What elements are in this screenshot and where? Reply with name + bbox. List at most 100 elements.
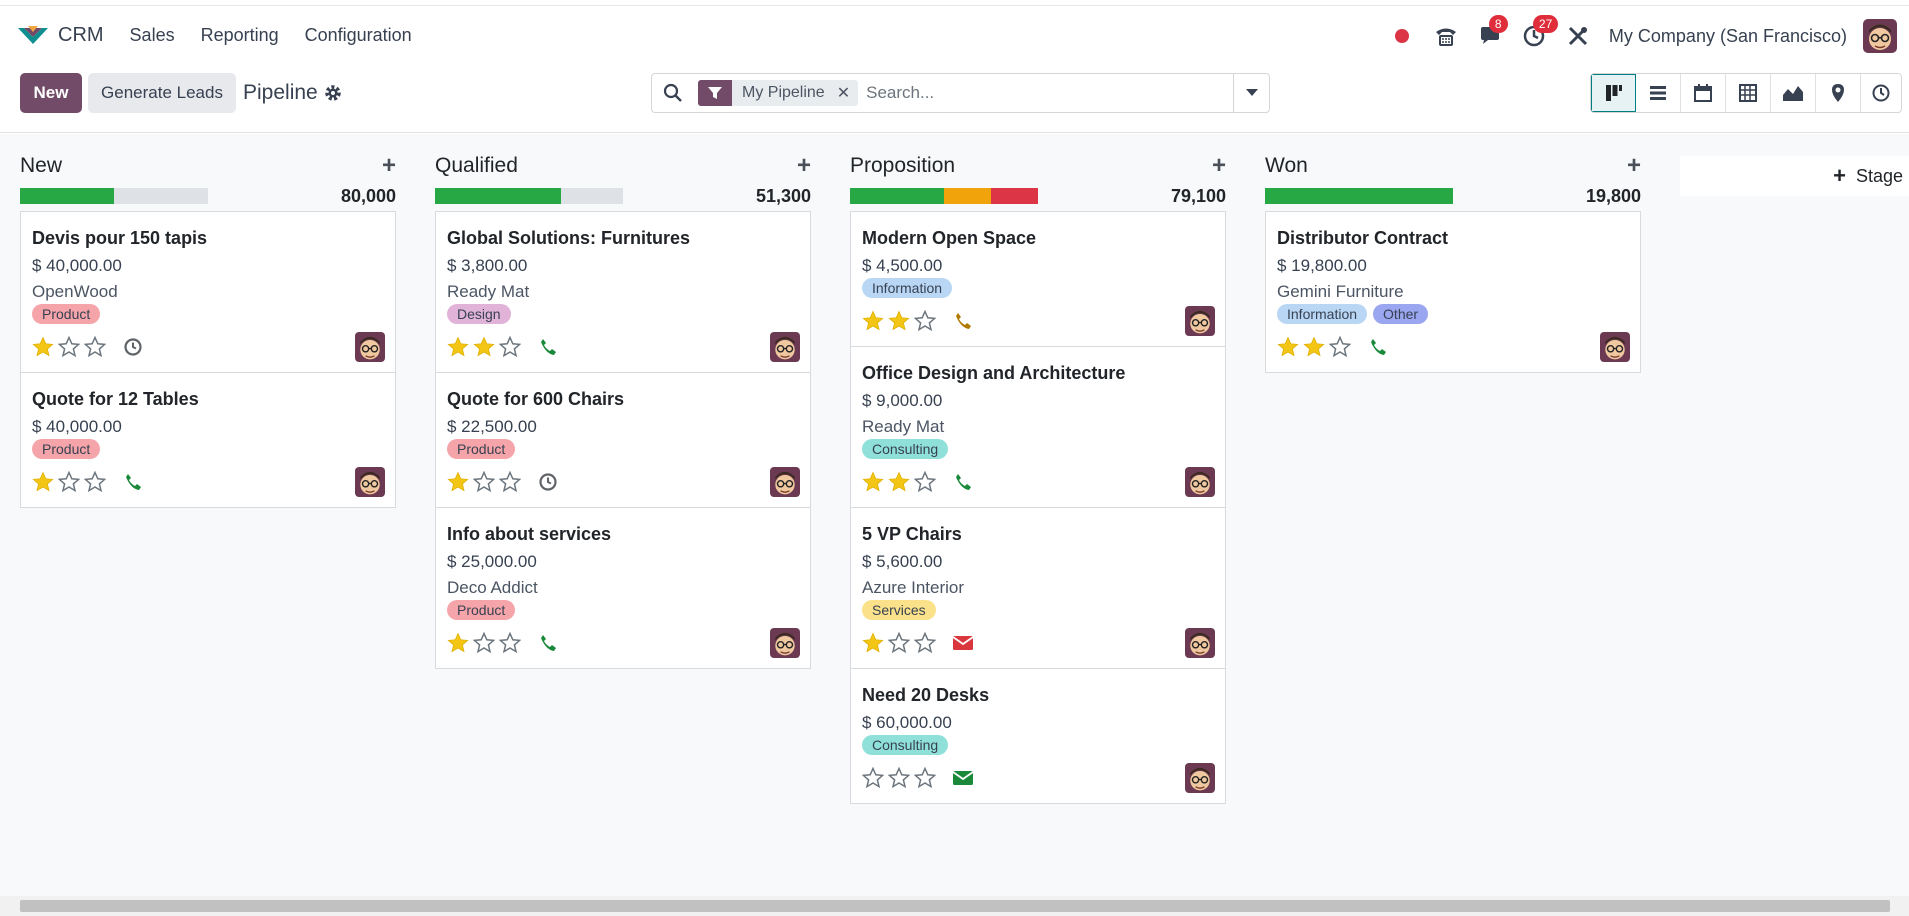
- salesperson-avatar[interactable]: [1600, 332, 1630, 362]
- phone-icon[interactable]: [122, 471, 144, 493]
- salesperson-avatar[interactable]: [355, 467, 385, 497]
- kanban-view-button[interactable]: [1591, 74, 1636, 112]
- graph-view-button[interactable]: [1771, 74, 1816, 112]
- lead-card[interactable]: Distributor Contract $ 19,800.00 Gemini Fu…: [1265, 211, 1641, 373]
- lead-card[interactable]: 5 VP Chairs $ 5,600.00 Azure Interior Servi…: [850, 507, 1226, 669]
- messages-icon[interactable]: 8: [1477, 15, 1508, 49]
- phone-icon[interactable]: [952, 471, 974, 493]
- priority-star-icon[interactable]: [914, 767, 936, 789]
- progress-segment[interactable]: [944, 188, 991, 204]
- lead-card[interactable]: Info about services $ 25,000.00 Deco Addic…: [435, 507, 811, 669]
- user-avatar[interactable]: [1863, 19, 1897, 53]
- salesperson-avatar[interactable]: [1185, 306, 1215, 336]
- list-view-button[interactable]: [1636, 74, 1681, 112]
- calendar-view-button[interactable]: [1681, 74, 1726, 112]
- column-title[interactable]: Proposition: [850, 154, 956, 177]
- clock-icon[interactable]: [537, 471, 559, 493]
- priority-star-icon[interactable]: [447, 471, 469, 493]
- lead-card[interactable]: Devis pour 150 tapis $ 40,000.00 OpenWood P…: [20, 211, 396, 373]
- phone-dialer-icon[interactable]: [1433, 23, 1459, 49]
- lead-card[interactable]: Office Design and Architecture $ 9,000.00…: [850, 346, 1226, 508]
- progress-segment[interactable]: [435, 188, 561, 204]
- priority-star-icon[interactable]: [862, 310, 884, 332]
- quick-create-plus-icon[interactable]: +: [1626, 152, 1641, 179]
- menu-sales[interactable]: Sales: [129, 25, 175, 45]
- lead-card[interactable]: Quote for 12 Tables $ 40,000.00 Product: [20, 372, 396, 508]
- progress-bar[interactable]: [1265, 188, 1453, 204]
- priority-star-icon[interactable]: [914, 471, 936, 493]
- quick-create-plus-icon[interactable]: +: [796, 152, 811, 179]
- priority-star-icon[interactable]: [499, 632, 521, 654]
- phone-icon[interactable]: [1367, 336, 1389, 358]
- progress-bar[interactable]: [20, 188, 208, 204]
- priority-star-icon[interactable]: [32, 471, 54, 493]
- priority-star-icon[interactable]: [914, 632, 936, 654]
- horizontal-scrollbar[interactable]: [0, 896, 1909, 916]
- map-view-button[interactable]: [1816, 74, 1861, 112]
- menu-configuration[interactable]: Configuration: [304, 25, 412, 45]
- activities-icon[interactable]: 27: [1521, 15, 1559, 49]
- priority-star-icon[interactable]: [862, 632, 884, 654]
- quick-create-plus-icon[interactable]: +: [1211, 152, 1226, 179]
- priority-star-icon[interactable]: [447, 336, 469, 358]
- salesperson-avatar[interactable]: [770, 332, 800, 362]
- priority-star-icon[interactable]: [473, 632, 495, 654]
- priority-star-icon[interactable]: [1303, 336, 1325, 358]
- clock-icon[interactable]: [122, 336, 144, 358]
- priority-star-icon[interactable]: [862, 471, 884, 493]
- progress-segment[interactable]: [850, 188, 944, 204]
- scrollbar-thumb[interactable]: [20, 900, 1890, 912]
- phone-icon[interactable]: [537, 632, 559, 654]
- priority-star-icon[interactable]: [499, 336, 521, 358]
- email-overdue-icon[interactable]: [952, 632, 974, 654]
- priority-star-icon[interactable]: [32, 336, 54, 358]
- progress-bar[interactable]: [435, 188, 623, 204]
- priority-star-icon[interactable]: [84, 471, 106, 493]
- column-title[interactable]: Qualified: [435, 154, 518, 177]
- salesperson-avatar[interactable]: [770, 628, 800, 658]
- priority-star-icon[interactable]: [888, 310, 910, 332]
- priority-star-icon[interactable]: [862, 767, 884, 789]
- progress-segment[interactable]: [991, 188, 1038, 204]
- salesperson-avatar[interactable]: [1185, 763, 1215, 793]
- priority-star-icon[interactable]: [473, 471, 495, 493]
- priority-star-icon[interactable]: [1277, 336, 1299, 358]
- debug-tools-icon[interactable]: [1565, 23, 1591, 49]
- lead-card[interactable]: Quote for 600 Chairs $ 22,500.00 Product: [435, 372, 811, 508]
- progress-segment[interactable]: [20, 188, 114, 204]
- search-input[interactable]: [866, 78, 1207, 108]
- priority-star-icon[interactable]: [888, 767, 910, 789]
- priority-star-icon[interactable]: [888, 471, 910, 493]
- progress-bar[interactable]: [850, 188, 1038, 204]
- salesperson-avatar[interactable]: [770, 467, 800, 497]
- search-icon[interactable]: [662, 82, 684, 104]
- search-options-toggle[interactable]: [1233, 74, 1269, 112]
- record-icon[interactable]: [1389, 23, 1415, 49]
- priority-star-icon[interactable]: [58, 471, 80, 493]
- new-button[interactable]: New: [20, 73, 82, 113]
- lead-card[interactable]: Modern Open Space $ 4,500.00 Information: [850, 211, 1226, 347]
- lead-card[interactable]: Global Solutions: Furnitures $ 3,800.00 Re…: [435, 211, 811, 373]
- priority-star-icon[interactable]: [499, 471, 521, 493]
- phone-icon[interactable]: [537, 336, 559, 358]
- priority-star-icon[interactable]: [447, 632, 469, 654]
- salesperson-avatar[interactable]: [1185, 628, 1215, 658]
- generate-leads-button[interactable]: Generate Leads: [88, 73, 236, 113]
- priority-star-icon[interactable]: [84, 336, 106, 358]
- priority-star-icon[interactable]: [1329, 336, 1351, 358]
- priority-star-icon[interactable]: [473, 336, 495, 358]
- phone-warning-icon[interactable]: [952, 310, 974, 332]
- salesperson-avatar[interactable]: [1185, 467, 1215, 497]
- priority-star-icon[interactable]: [888, 632, 910, 654]
- quick-create-plus-icon[interactable]: +: [381, 152, 396, 179]
- lead-card[interactable]: Need 20 Desks $ 60,000.00 Consulting: [850, 668, 1226, 804]
- email-icon[interactable]: [952, 767, 974, 789]
- gear-icon[interactable]: [323, 83, 343, 103]
- add-stage-button[interactable]: + Stage: [1680, 156, 1909, 196]
- app-brand[interactable]: CRM: [16, 24, 104, 48]
- menu-reporting[interactable]: Reporting: [200, 25, 279, 45]
- column-title[interactable]: New: [20, 154, 63, 177]
- company-switcher[interactable]: My Company (San Francisco): [1608, 25, 1847, 46]
- pivot-view-button[interactable]: [1726, 74, 1771, 112]
- priority-star-icon[interactable]: [914, 310, 936, 332]
